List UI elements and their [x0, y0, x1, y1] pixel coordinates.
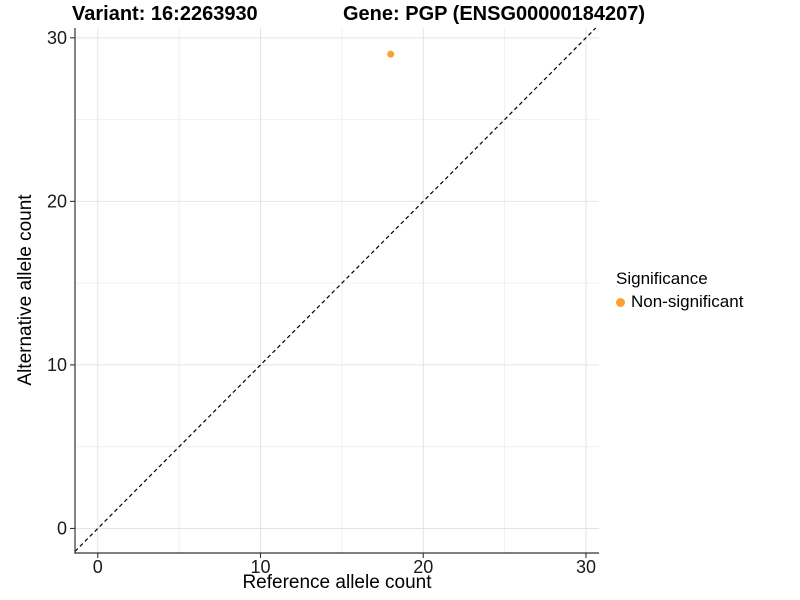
- legend-item-non-significant: Non-significant: [616, 292, 743, 312]
- variant-title: Variant: 16:2263930: [72, 3, 258, 25]
- legend-title: Significance: [616, 269, 708, 288]
- identity-line: [74, 27, 597, 552]
- legend: Significance Non-significant: [616, 269, 743, 312]
- y-axis-title: Alternative allele count: [15, 194, 36, 386]
- non-significant-point-icon: [616, 297, 625, 307]
- y-tick-label: 0: [57, 518, 67, 538]
- data-point: [387, 50, 395, 58]
- x-tick-label: 10: [250, 557, 270, 577]
- x-tick-label: 0: [93, 557, 103, 577]
- legend-item-label: Non-significant: [631, 292, 744, 311]
- y-tick-label: 10: [47, 355, 67, 375]
- gene-title: Gene: PGP (ENSG00000184207): [343, 3, 646, 25]
- y-tick-label: 20: [47, 191, 67, 211]
- x-tick-label: 20: [413, 557, 433, 577]
- x-axis-title: Reference allele count: [242, 572, 432, 593]
- y-tick-label: 30: [47, 28, 67, 48]
- x-tick-label: 30: [576, 557, 596, 577]
